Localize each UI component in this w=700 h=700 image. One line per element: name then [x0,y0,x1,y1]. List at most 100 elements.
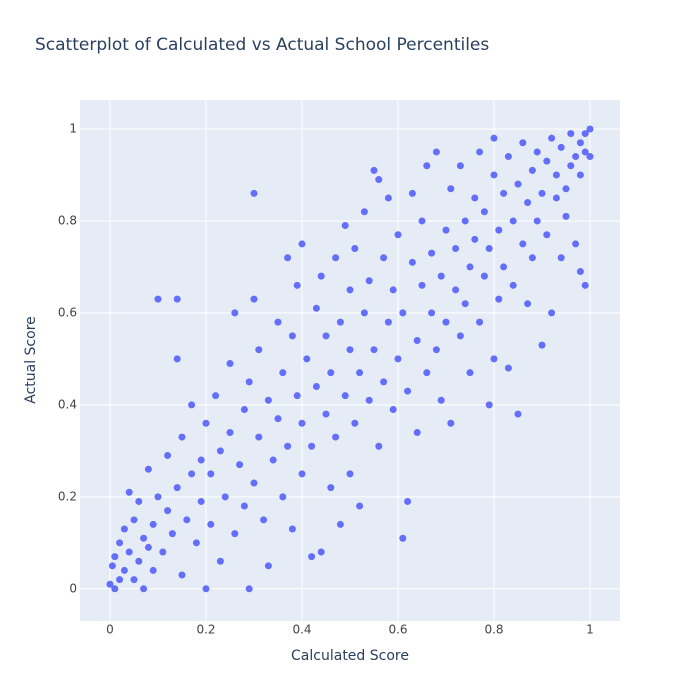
point [274,415,282,423]
point [173,295,181,303]
point [360,309,368,317]
point [231,530,239,538]
point [380,378,388,386]
point [452,286,460,294]
point [312,304,320,312]
point [399,534,407,542]
point [255,433,263,441]
point [140,534,148,542]
point [284,442,292,450]
x-tick-label: 1 [586,623,594,637]
point [341,392,349,400]
point [471,235,479,243]
point [202,419,210,427]
point [509,281,517,289]
point [389,405,397,413]
point [576,171,584,179]
point [274,318,282,326]
point [442,318,450,326]
point [130,576,138,584]
point [524,199,532,207]
point [322,410,330,418]
point [581,281,589,289]
y-tick-label: 0.2 [58,489,77,503]
point [423,369,431,377]
x-tick-label: 0.2 [196,623,215,637]
point [130,516,138,524]
point [476,148,484,156]
point [490,171,498,179]
point [538,189,546,197]
point [293,392,301,400]
point [178,571,186,579]
point [202,585,210,593]
x-tick-label: 0.6 [388,623,407,637]
point [288,525,296,533]
point [548,309,556,317]
x-axis-title: Calculated Score [291,648,409,664]
point [428,249,436,257]
point [480,272,488,280]
point [250,479,258,487]
point [245,378,253,386]
point [466,369,474,377]
point [428,309,436,317]
point [437,272,445,280]
point [543,231,551,239]
point [394,231,402,239]
point [528,166,536,174]
point [543,157,551,165]
point [480,208,488,216]
point [221,493,229,501]
point [437,396,445,404]
point [154,493,162,501]
point [418,281,426,289]
point [269,456,277,464]
point [327,369,335,377]
point [447,419,455,427]
point [144,465,152,473]
point [538,341,546,349]
point [461,217,469,225]
point [212,392,220,400]
point [351,419,359,427]
point [250,189,258,197]
point [298,419,306,427]
point [144,543,152,551]
point [562,185,570,193]
point [260,516,268,524]
y-tick-label: 0 [69,581,77,595]
point [245,585,253,593]
point [231,309,239,317]
point [442,226,450,234]
point [447,185,455,193]
point [336,318,344,326]
point [346,346,354,354]
point [332,254,340,262]
point [332,433,340,441]
point [293,281,301,289]
point [216,557,224,565]
point [135,557,143,565]
point [346,470,354,478]
point [500,263,508,271]
point [154,295,162,303]
point [192,539,200,547]
point [581,148,589,156]
point [125,488,133,496]
point [298,240,306,248]
point [432,346,440,354]
point [576,268,584,276]
point [327,484,335,492]
point [476,318,484,326]
points [106,125,594,593]
point [298,470,306,478]
point [351,245,359,253]
point [341,222,349,230]
point [140,585,148,593]
point [149,566,157,574]
point [485,245,493,253]
point [308,553,316,561]
point [519,139,527,147]
point [533,148,541,156]
